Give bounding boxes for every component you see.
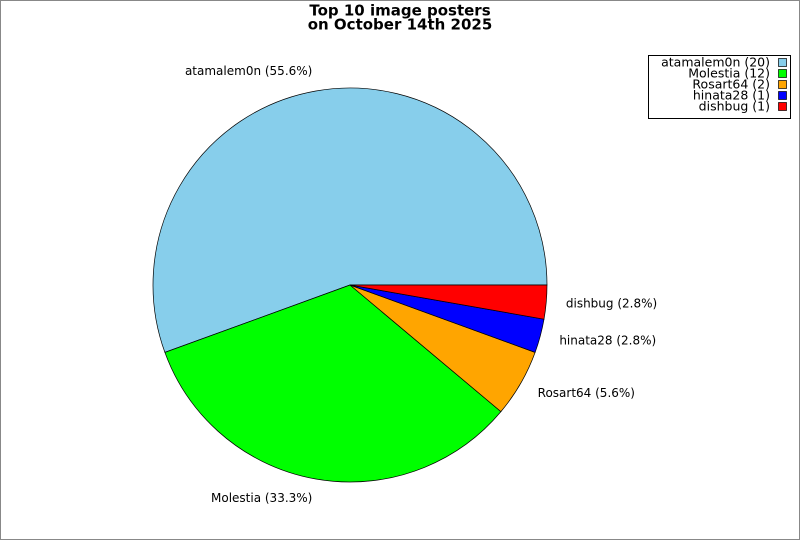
- pie-slice: [152, 87, 548, 353]
- chart-title: Top 10 image posters: [309, 2, 490, 20]
- slice-label: dishbug (2.8%): [566, 296, 657, 310]
- pie-slice: [349, 284, 548, 320]
- slice-label: Rosart64 (5.6%): [538, 386, 635, 400]
- slice-label: hinata28 (2.8%): [559, 334, 656, 348]
- legend-label: atamalem0n (20): [661, 55, 770, 70]
- pie-slice: [164, 284, 502, 483]
- slice-label: Molestia (33.3%): [211, 491, 312, 505]
- legend-swatch: [778, 80, 787, 89]
- legend-label: Molestia (12): [688, 66, 770, 81]
- chart-title: on October 14th 2025: [308, 16, 493, 34]
- legend-swatch: [778, 91, 787, 100]
- legend-label: hinata28 (1): [693, 88, 770, 103]
- legend-box: [648, 55, 791, 119]
- slice-label: atamalem0n (55.6%): [185, 64, 312, 78]
- legend-swatch: [778, 58, 787, 67]
- legend-label: dishbug (1): [699, 99, 770, 114]
- legend-swatch: [778, 69, 787, 78]
- legend-swatch: [778, 102, 787, 111]
- legend-label: Rosart64 (2): [692, 77, 770, 92]
